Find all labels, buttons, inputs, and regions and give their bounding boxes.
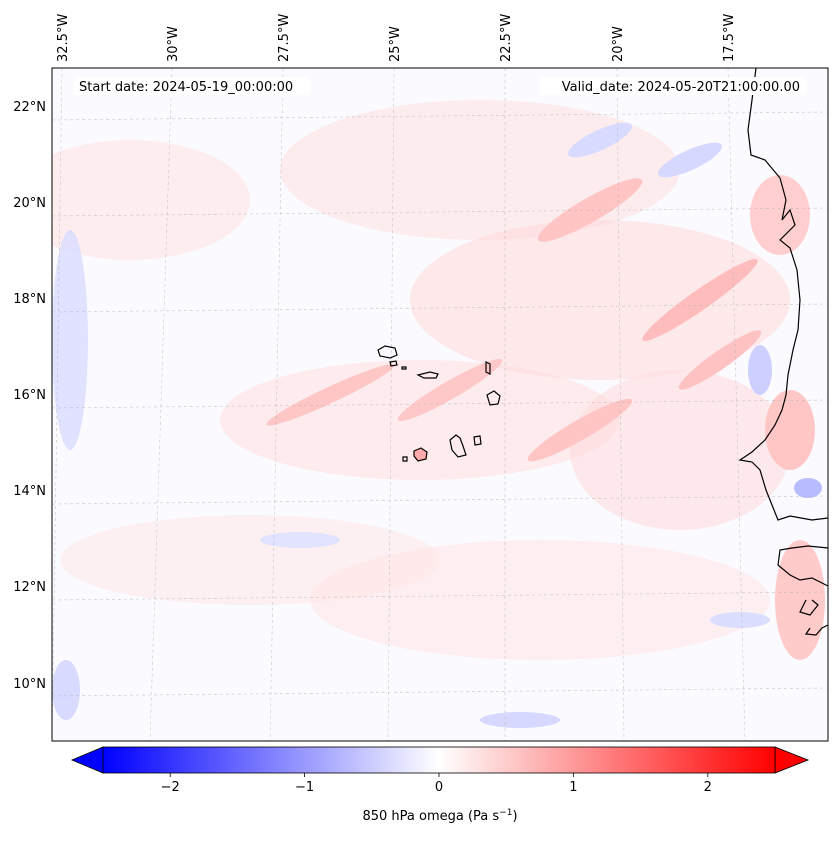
coastline-africa	[738, 68, 828, 636]
latitude-labels: 22°N 20°N 18°N 16°N 14°N 12°N 10°N	[13, 100, 46, 692]
coastline	[377, 68, 828, 636]
colorbar-extend-min	[70, 746, 104, 774]
colorbar-ticks: −2 −1 0 1 2	[161, 773, 712, 795]
map-frame	[51, 67, 829, 742]
longitude-labels: 32.5°W 30°W 27.5°W 25°W 22.5°W 20°W 17.5…	[56, 14, 737, 62]
gridlines	[51, 67, 829, 742]
cape-verde-maio	[473, 435, 482, 446]
cape-verde-boa-vista	[486, 390, 501, 406]
colorbar-tick-label: −2	[161, 780, 180, 795]
colorbar-gradient	[102, 746, 776, 774]
colorbar-label: 850 hPa omega (Pa s−1)	[362, 808, 517, 824]
omega-field	[52, 100, 825, 728]
cape-verde-sao-vicente	[389, 360, 398, 367]
lon-label: 25°W	[388, 26, 403, 62]
colorbar-tick-label: 1	[569, 780, 577, 795]
lon-label: 32.5°W	[56, 14, 71, 62]
lon-label: 20°W	[611, 26, 626, 62]
lat-label: 18°N	[13, 292, 46, 307]
cape-verde-santiago	[449, 434, 467, 458]
colorbar-tick-label: 0	[435, 780, 443, 795]
colorbar-tick-label: −1	[295, 780, 314, 795]
lat-label: 12°N	[13, 580, 46, 595]
map-panel: Start date: 2024-05-19_00:00:00 Valid_da…	[13, 14, 829, 742]
lat-label: 10°N	[13, 677, 46, 692]
start-date-label: Start date: 2024-05-19_00:00:00	[79, 80, 293, 95]
cape-verde-sao-nicolau	[416, 371, 439, 379]
lon-label: 27.5°W	[277, 14, 292, 62]
lat-label: 14°N	[13, 484, 46, 499]
lat-label: 20°N	[13, 196, 46, 211]
lon-label: 30°W	[166, 26, 181, 62]
lon-label: 17.5°W	[722, 14, 737, 62]
cape-verde-santa-luzia	[401, 366, 407, 370]
cape-verde-fogo	[413, 447, 428, 462]
valid-date-label: Valid_date: 2024-05-20T21:00:00.00	[562, 80, 800, 95]
cape-verde-santo-antao	[377, 345, 398, 359]
lat-label: 22°N	[13, 100, 46, 115]
colorbar-tick-label: 2	[704, 780, 712, 795]
colorbar-extend-max	[774, 746, 810, 774]
cape-verde-sal	[485, 361, 491, 375]
colorbar: −2 −1 0 1 2 850 hPa omega (Pa s−1)	[70, 746, 810, 824]
lon-label: 22.5°W	[499, 14, 514, 62]
cape-verde-brava	[402, 456, 408, 462]
lat-label: 16°N	[13, 388, 46, 403]
